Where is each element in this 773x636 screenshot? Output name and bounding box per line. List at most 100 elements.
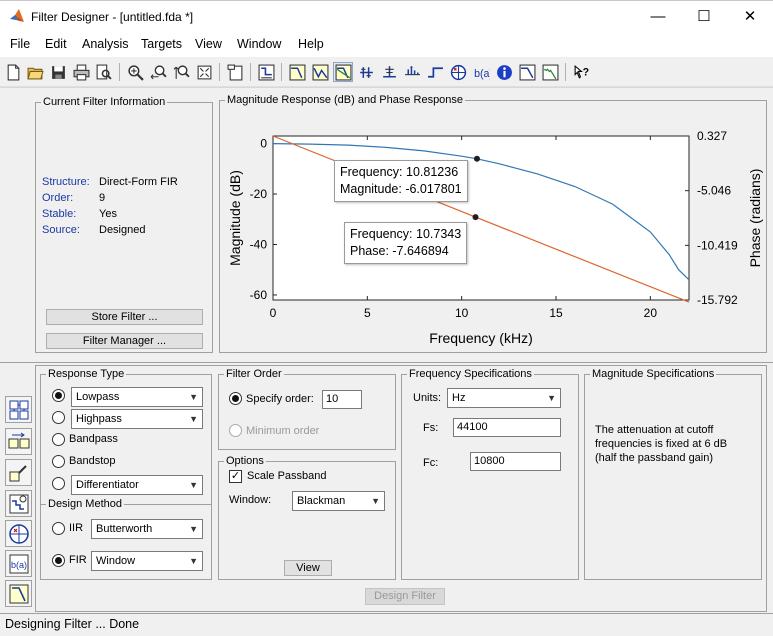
- pole-zero-icon[interactable]: [448, 62, 468, 82]
- stable-label: Stable:: [42, 208, 77, 220]
- noise-power-icon[interactable]: [540, 62, 560, 82]
- differentiator-radio[interactable]: [52, 477, 65, 490]
- sidebar-import-icon[interactable]: [5, 520, 32, 547]
- x-axis-label: Frequency (kHz): [429, 330, 532, 346]
- magnitude-estimate-icon[interactable]: [517, 62, 537, 82]
- iir-select[interactable]: Butterworth ▼: [91, 519, 203, 539]
- group-delay-icon[interactable]: [356, 62, 376, 82]
- frequency-specs-panel: Frequency Specifications Units: Hz ▼ Fs: …: [401, 367, 579, 580]
- datatip1-frequency: Frequency: 10.81236: [340, 165, 459, 179]
- stable-value: Yes: [99, 208, 117, 220]
- bandpass-radio[interactable]: [52, 433, 65, 446]
- response-chart[interactable]: 0 5 10 15 20 0 -20 -40 -60 0.327 -5.046 -10.419 -1…: [219, 108, 767, 353]
- x-tick-label: 10: [455, 306, 469, 320]
- maximize-button[interactable]: ☐: [697, 8, 711, 25]
- iir-radio[interactable]: [52, 522, 65, 535]
- fir-label: FIR: [69, 554, 87, 566]
- response-plot-panel: Magnitude Response (dB) and Phase Respon…: [219, 93, 767, 353]
- units-value: Hz: [452, 392, 466, 404]
- window-title: Filter Designer - [untitled.fda *]: [31, 10, 194, 24]
- y-axis-left-label: Magnitude (dB): [227, 170, 243, 266]
- sidebar-quantize-icon[interactable]: [5, 490, 32, 517]
- menu-targets[interactable]: Targets: [141, 37, 182, 51]
- x-tick-label: 0: [270, 306, 277, 320]
- magnitude-specs-panel: Magnitude Specifications The attenuation…: [584, 367, 762, 580]
- scale-passband-label: Scale Passband: [247, 470, 327, 482]
- info-icon[interactable]: [494, 62, 514, 82]
- fir-select[interactable]: Window ▼: [91, 551, 203, 571]
- whats-this-icon[interactable]: ?: [571, 62, 591, 82]
- fs-label: Fs:: [423, 422, 439, 434]
- fir-radio[interactable]: [52, 554, 65, 567]
- highpass-select[interactable]: Highpass ▼: [71, 409, 203, 429]
- chevron-down-icon: ▼: [547, 393, 556, 403]
- iir-label: IIR: [69, 522, 84, 534]
- filter-specs-icon[interactable]: [256, 62, 276, 82]
- menu-view[interactable]: View: [195, 37, 222, 51]
- lowpass-select[interactable]: Lowpass ▼: [71, 387, 203, 407]
- full-view-icon[interactable]: [194, 62, 214, 82]
- highpass-radio[interactable]: [52, 411, 65, 424]
- magnitude-icon[interactable]: [287, 62, 307, 82]
- menu-window[interactable]: Window: [237, 37, 282, 51]
- menu-analysis[interactable]: Analysis: [82, 37, 129, 51]
- impulse-icon[interactable]: [402, 62, 422, 82]
- new-figure-icon[interactable]: [225, 62, 245, 82]
- window-select[interactable]: Blackman ▼: [292, 491, 385, 511]
- save-icon[interactable]: [48, 62, 68, 82]
- sidebar-transform-icon[interactable]: [5, 428, 32, 455]
- differentiator-select[interactable]: Differentiator ▼: [71, 475, 203, 495]
- current-filter-title: Current Filter Information: [41, 95, 168, 109]
- zoom-y-icon[interactable]: [171, 62, 191, 82]
- store-filter-button[interactable]: Store Filter ...: [46, 309, 203, 325]
- minimize-button[interactable]: —: [650, 8, 666, 25]
- window-label: Window:: [229, 494, 272, 506]
- structure-label: Structure:: [42, 176, 90, 188]
- zoom-x-icon[interactable]: [148, 62, 168, 82]
- magnitude-datatip-marker[interactable]: [473, 155, 480, 162]
- design-method-title: Design Method: [46, 497, 124, 511]
- sidebar-realize-model-icon[interactable]: [5, 396, 32, 423]
- frequency-specs-title: Frequency Specifications: [407, 367, 534, 381]
- phase-icon[interactable]: [310, 62, 330, 82]
- order-input[interactable]: 10: [322, 390, 362, 409]
- units-select[interactable]: Hz ▼: [447, 388, 561, 408]
- coefficients-icon[interactable]: b(a): [471, 62, 491, 82]
- sidebar-design-filter-icon[interactable]: [5, 580, 32, 607]
- close-button[interactable]: ✕: [743, 8, 757, 25]
- sidebar-multirate-icon[interactable]: b(a): [5, 550, 32, 577]
- sidebar-pole-zero-editor-icon[interactable]: [5, 459, 32, 486]
- design-filter-button[interactable]: Design Filter: [365, 588, 445, 605]
- new-icon[interactable]: [3, 62, 23, 82]
- fc-input[interactable]: 10800: [470, 452, 561, 471]
- y-left-tick-label: -60: [250, 288, 268, 302]
- menu-bar: File Edit Analysis Targets View Window H…: [0, 32, 773, 57]
- lowpass-radio[interactable]: [52, 389, 65, 402]
- mag-phase-icon[interactable]: [333, 62, 353, 82]
- bandstop-radio[interactable]: [52, 455, 65, 468]
- step-icon[interactable]: [425, 62, 445, 82]
- menu-help[interactable]: Help: [298, 37, 324, 51]
- menu-edit[interactable]: Edit: [45, 37, 67, 51]
- y-left-tick-label: -20: [250, 187, 268, 201]
- minimum-order-radio[interactable]: [229, 424, 242, 437]
- design-method-panel: Design Method IIR Butterworth ▼ FIR Windo…: [40, 497, 212, 580]
- print-preview-icon[interactable]: [93, 62, 113, 82]
- specify-order-radio[interactable]: [229, 392, 242, 405]
- open-icon[interactable]: [25, 62, 45, 82]
- phase-delay-icon[interactable]: [379, 62, 399, 82]
- view-button[interactable]: View: [284, 560, 332, 576]
- magnitude-datatip[interactable]: Frequency: 10.81236 Magnitude: -6.017801: [334, 160, 468, 202]
- response-type-panel: Response Type Lowpass ▼ Highpass ▼ Bandpas…: [40, 367, 212, 505]
- zoom-in-icon[interactable]: [125, 62, 145, 82]
- chevron-down-icon: ▼: [189, 556, 198, 566]
- status-bar: Designing Filter ... Done: [0, 613, 773, 636]
- scale-passband-checkbox[interactable]: ✓: [229, 470, 242, 483]
- phase-datatip[interactable]: Frequency: 10.7343 Phase: -7.646894: [344, 222, 468, 264]
- fs-input[interactable]: 44100: [453, 418, 561, 437]
- menu-file[interactable]: File: [10, 37, 31, 51]
- print-icon[interactable]: [71, 62, 91, 82]
- response-type-title: Response Type: [46, 367, 127, 381]
- filter-manager-button[interactable]: Filter Manager ...: [46, 333, 203, 349]
- phase-datatip-marker[interactable]: [472, 214, 479, 221]
